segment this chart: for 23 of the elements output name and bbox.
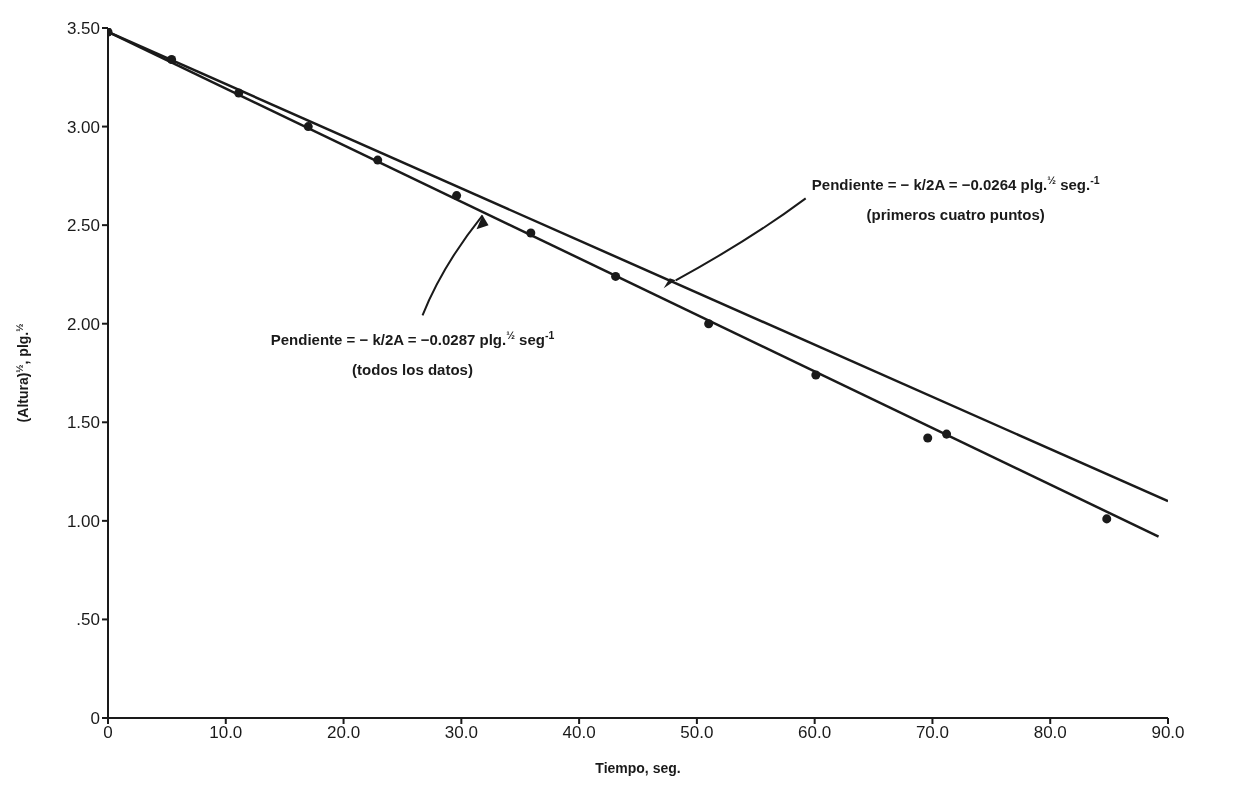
annotation: (primeros cuatro puntos) <box>866 206 1045 224</box>
y-tick-label: 2.50 <box>66 216 100 236</box>
x-tick-label: 20.0 <box>327 723 361 743</box>
annotation: Pendiente = − k/2A = −0.0264 plg.$^{½}$ seg.$^{-1}$ <box>811 174 1100 194</box>
y-tick-label: 0 <box>90 709 100 729</box>
y-tick-label: 1.00 <box>66 511 100 531</box>
x-tick-label: 80.0 <box>1033 723 1067 743</box>
y-tick-label: 2.00 <box>66 314 100 334</box>
annotation: Pendiente = − k/2A = −0.0287 plg.$^{½}$ seg$^{-1}$ <box>270 329 555 349</box>
x-tick-label: 50.0 <box>680 723 714 743</box>
x-tick-label: 30.0 <box>444 723 478 743</box>
x-tick-label: 40.0 <box>562 723 596 743</box>
annotation: (todos los datos) <box>352 361 473 379</box>
y-tick-label: .50 <box>76 610 100 630</box>
y-tick-label: 3.50 <box>66 19 100 39</box>
x-tick-label: 0 <box>103 723 113 743</box>
x-tick-label: 70.0 <box>915 723 949 743</box>
y-tick-label: 3.00 <box>66 117 100 137</box>
x-axis-title: Tiempo, seg. <box>595 760 681 776</box>
x-tick-label: 90.0 <box>1151 723 1185 743</box>
x-tick-label: 10.0 <box>209 723 243 743</box>
y-tick-label: 1.50 <box>66 413 100 433</box>
x-tick-label: 60.0 <box>798 723 832 743</box>
